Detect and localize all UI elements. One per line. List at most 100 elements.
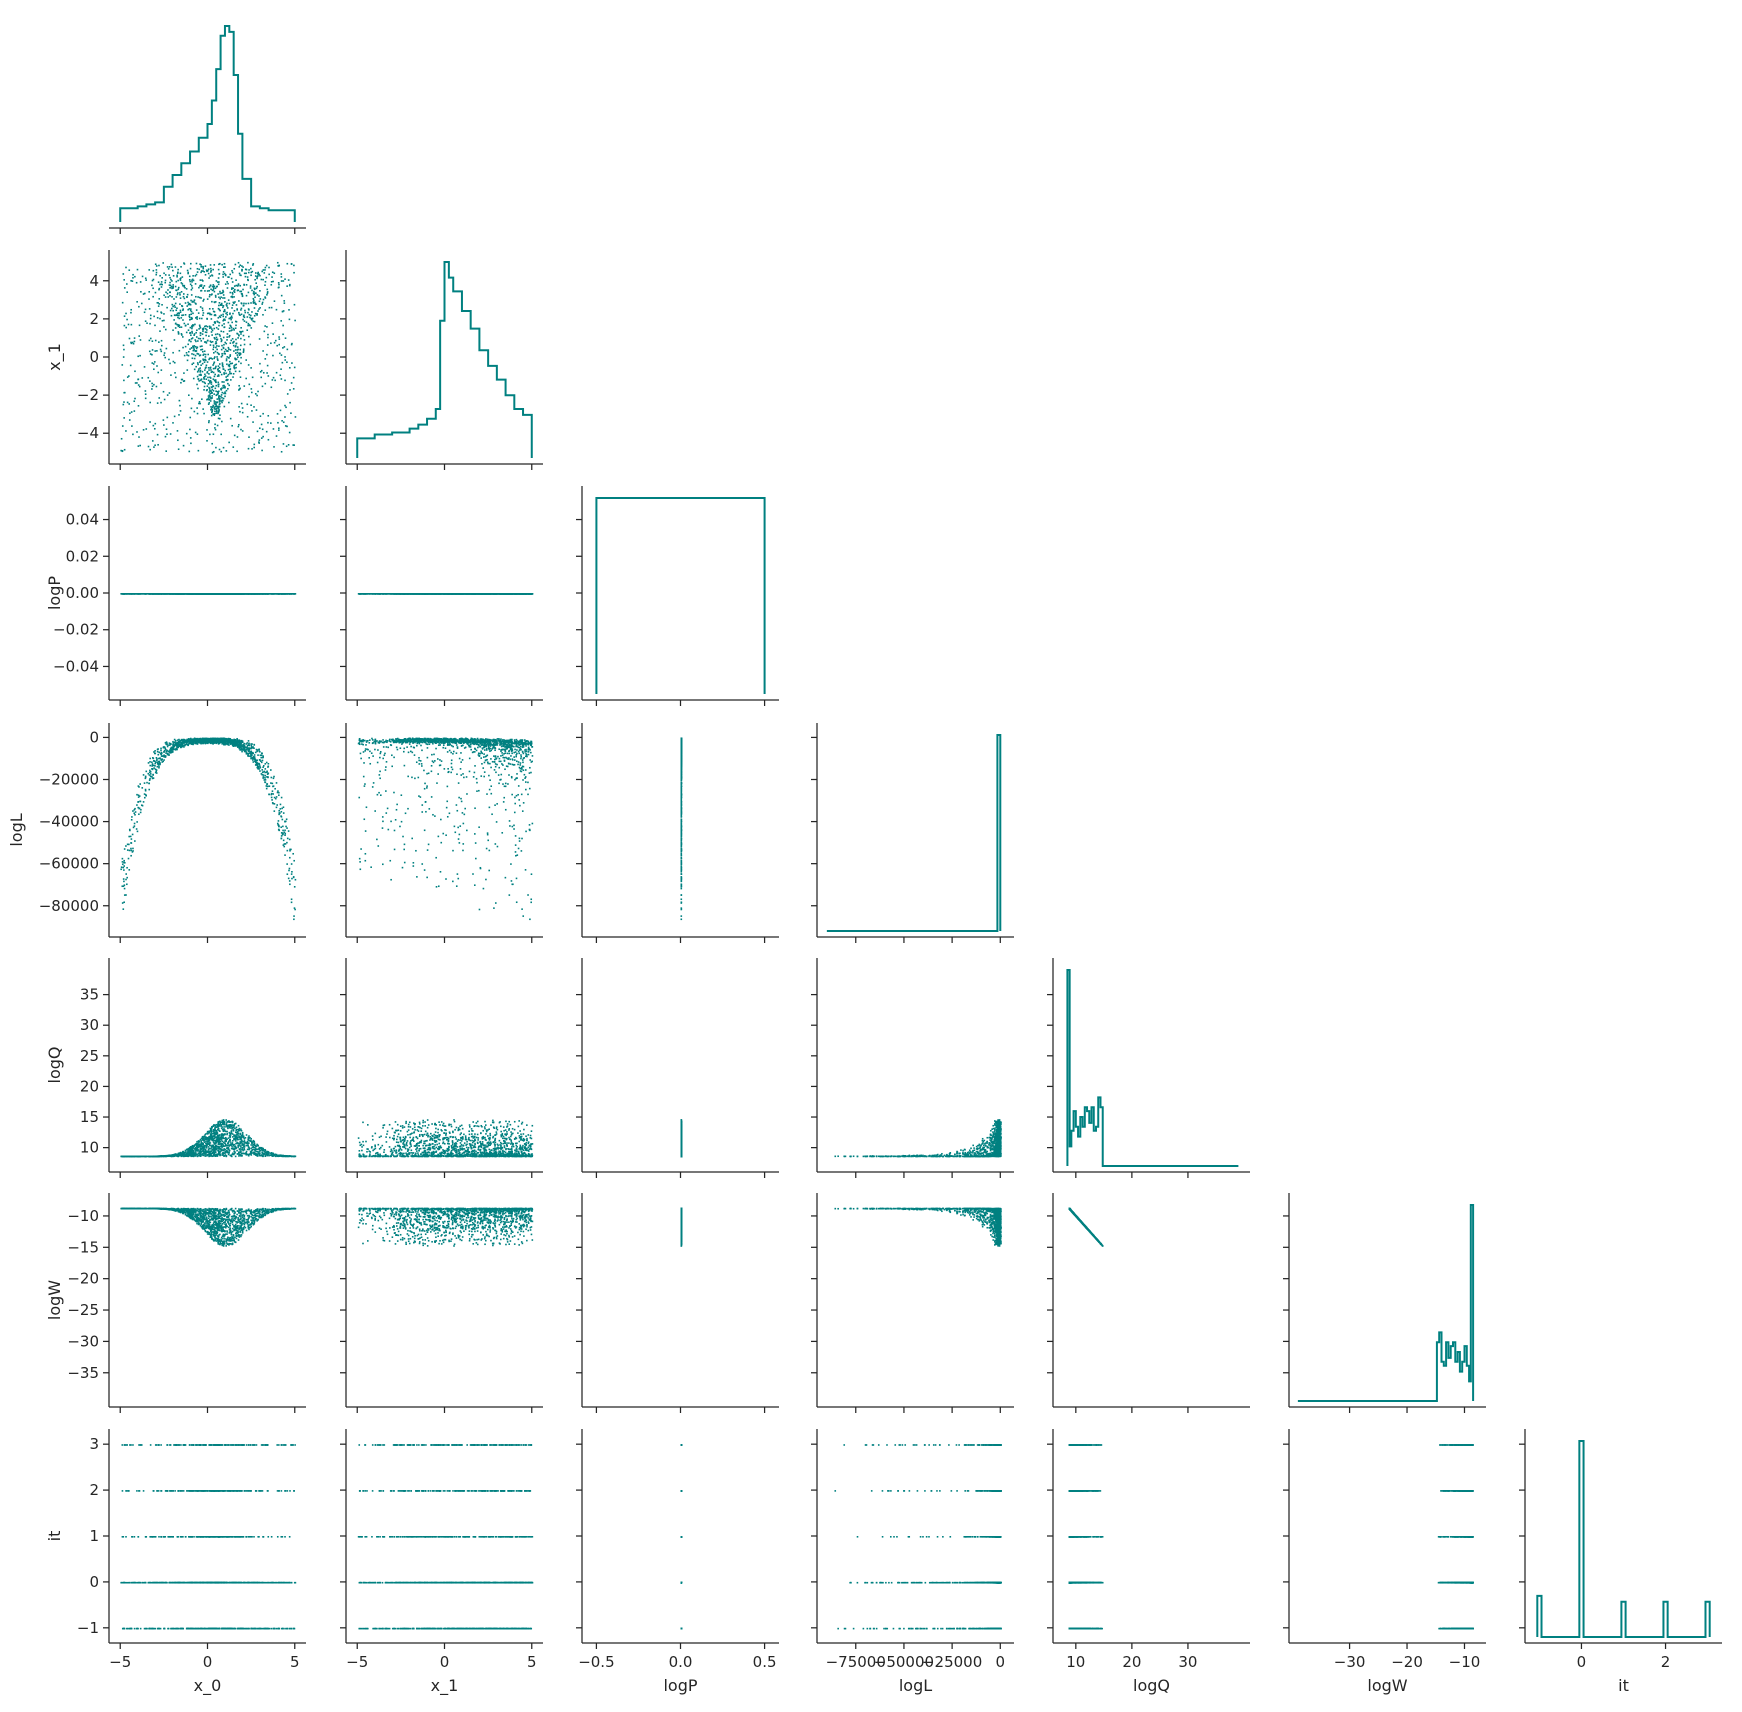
scatter-point — [197, 296, 199, 298]
scatter-point — [158, 288, 160, 291]
scatter-point — [258, 338, 261, 340]
scatter-point — [212, 450, 215, 453]
scatter-point — [217, 283, 220, 286]
y-tick-label: 1 — [89, 1527, 99, 1545]
scatter-point — [206, 361, 209, 363]
scatter-point — [213, 301, 216, 303]
scatter-point — [163, 313, 165, 315]
scatter-point — [234, 320, 237, 323]
scatter-point — [242, 266, 244, 268]
scatter-point — [133, 337, 136, 339]
scatter-point — [260, 278, 263, 281]
scatter-point — [120, 593, 122, 595]
scatter-point — [192, 353, 195, 356]
scatter-point — [218, 417, 221, 420]
scatter-point — [138, 436, 140, 438]
scatter-point — [215, 446, 217, 449]
scatter-point — [265, 430, 268, 433]
scatter-point — [228, 348, 230, 350]
y-tick-label: 2 — [89, 310, 99, 328]
scatter-point — [252, 263, 255, 265]
scatter-point — [208, 358, 210, 361]
scatter-point — [166, 433, 168, 436]
scatter-point — [122, 273, 125, 275]
scatter-point — [226, 281, 228, 283]
scatter-point — [235, 284, 238, 287]
scatter-point — [227, 368, 230, 371]
scatter-point — [123, 391, 126, 394]
scatter-point — [276, 593, 279, 595]
scatter-point — [231, 321, 233, 324]
scatter-point — [178, 314, 180, 317]
scatter-point — [209, 376, 211, 379]
scatter-point — [170, 278, 172, 281]
scatter-point — [244, 309, 246, 312]
scatter-point — [196, 267, 199, 270]
scatter-point — [179, 311, 182, 313]
scatter-point — [211, 410, 213, 413]
scatter-point — [164, 593, 167, 595]
scatter-point — [125, 326, 128, 329]
scatter-point — [175, 280, 178, 283]
scatter-point — [152, 278, 155, 281]
scatter-point — [218, 396, 220, 399]
scatter-point — [203, 375, 206, 378]
scatter-point — [187, 271, 189, 274]
scatter-point — [176, 307, 178, 310]
scatter-point — [241, 411, 244, 414]
scatter-point — [192, 312, 194, 315]
scatter-point — [172, 284, 174, 286]
scatter-point — [231, 293, 234, 295]
scatter-point — [125, 430, 127, 432]
scatter-point — [238, 423, 240, 426]
scatter-point — [239, 330, 241, 333]
scatter-point — [238, 272, 241, 275]
scatter-point — [182, 293, 185, 295]
scatter-point — [221, 391, 224, 394]
scatter-point — [192, 275, 194, 277]
scatter-point — [259, 593, 261, 595]
scatter-point — [158, 303, 161, 305]
scatter-point — [155, 273, 158, 276]
scatter-logP-vs-x_1 — [357, 593, 534, 595]
scatter-point — [209, 366, 212, 369]
scatter-point — [223, 262, 226, 265]
scatter-point — [155, 269, 158, 271]
scatter-point — [206, 385, 209, 387]
scatter-point — [200, 317, 203, 320]
scatter-point — [231, 271, 234, 274]
scatter-point — [168, 266, 171, 268]
scatter-point — [220, 356, 223, 358]
scatter-point — [206, 329, 208, 331]
scatter-point — [206, 290, 209, 292]
scatter-point — [234, 301, 236, 303]
scatter-point — [210, 328, 213, 330]
scatter-point — [209, 344, 212, 346]
scatter-point — [190, 316, 193, 319]
scatter-point — [205, 364, 208, 367]
scatter-point — [191, 363, 194, 366]
scatter-point — [277, 421, 279, 424]
scatter-point — [266, 292, 269, 295]
scatter-point — [247, 364, 250, 366]
scatter-point — [279, 374, 282, 377]
scatter-point — [203, 353, 205, 356]
scatter-point — [203, 298, 205, 301]
y-tick-label: −35 — [67, 1364, 99, 1382]
scatter-point — [149, 317, 152, 320]
scatter-point — [207, 367, 210, 369]
scatter-point — [290, 412, 292, 415]
scatter-point — [203, 350, 206, 353]
scatter-point — [227, 378, 229, 381]
scatter-point — [212, 308, 214, 310]
scatter-point — [219, 262, 221, 265]
panel-x_1-vs-x_1 — [340, 250, 543, 470]
scatter-point — [225, 359, 228, 362]
scatter-point — [192, 347, 195, 349]
scatter-point — [288, 366, 291, 369]
scatter-point — [260, 437, 263, 439]
scatter-point — [137, 405, 140, 407]
scatter-point — [229, 360, 231, 363]
scatter-point — [193, 357, 196, 360]
scatter-point — [280, 273, 283, 275]
